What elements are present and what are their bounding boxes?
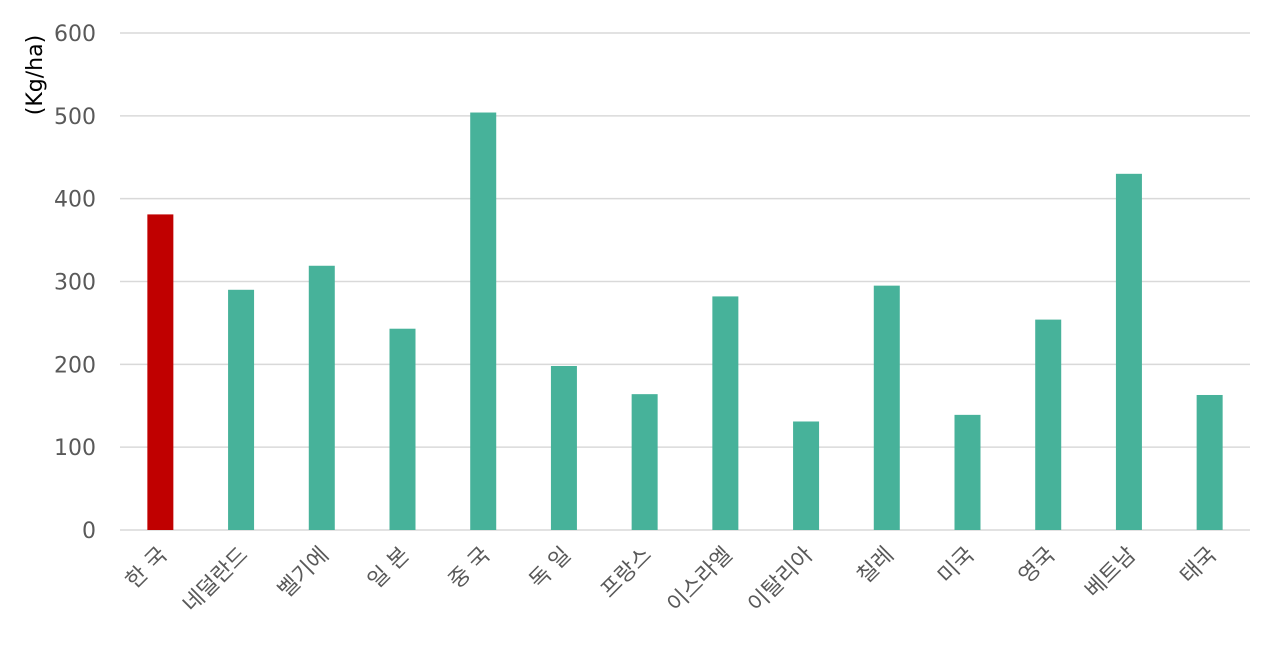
x-category-label: 중 국 xyxy=(444,543,495,594)
x-category-label: 칠레 xyxy=(853,543,899,589)
bar xyxy=(228,289,255,530)
x-category-label: 베트남 xyxy=(1081,543,1142,604)
x-axis-ticks: 한 국 네덜란드 벨기에 일 본 중 국 독 일 프랑스 이스라엘 이탈리아 칠레 미국 영국 베트남 태… xyxy=(121,543,1222,618)
x-category-label: 독 일 xyxy=(525,543,576,594)
bar xyxy=(470,112,497,531)
y-axis-ticks: 0 100 200 300 400 500 600 xyxy=(54,22,96,544)
x-category-label: 벨기에 xyxy=(273,543,334,604)
x-category-label: 미국 xyxy=(933,543,979,589)
bar xyxy=(873,285,900,530)
y-tick-label: 600 xyxy=(54,22,96,47)
x-category-label: 이탈리아 xyxy=(743,543,818,618)
x-category-label: 한 국 xyxy=(121,543,172,594)
bar xyxy=(308,265,335,530)
y-tick-label: 200 xyxy=(54,353,96,378)
x-category-label: 태국 xyxy=(1176,543,1222,589)
x-category-label: 프랑스 xyxy=(596,543,657,604)
bar xyxy=(793,421,820,530)
y-tick-label: 300 xyxy=(54,271,96,296)
y-tick-label: 0 xyxy=(82,519,96,544)
bars xyxy=(147,112,1223,531)
y-axis-title: (Kg/ha) xyxy=(23,35,48,115)
x-category-label: 이스라엘 xyxy=(663,543,738,618)
bar xyxy=(954,414,981,530)
x-category-label: 일 본 xyxy=(363,543,414,594)
bar xyxy=(1035,319,1062,530)
bar xyxy=(1196,394,1223,530)
y-tick-label: 400 xyxy=(54,188,96,213)
bar xyxy=(712,296,739,530)
bar xyxy=(389,328,416,530)
y-tick-label: 500 xyxy=(54,105,96,130)
bar xyxy=(631,394,658,530)
y-tick-label: 100 xyxy=(54,436,96,461)
x-category-label: 네덜란드 xyxy=(178,543,253,618)
x-category-label: 영국 xyxy=(1014,543,1060,589)
bar xyxy=(1115,173,1142,531)
gridlines xyxy=(120,32,1250,531)
bar xyxy=(550,365,577,530)
bar xyxy=(147,214,174,530)
